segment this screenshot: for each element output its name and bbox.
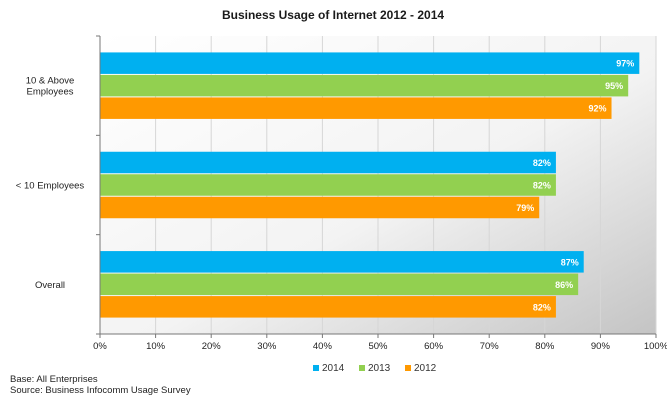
category-label: Overall xyxy=(35,280,65,291)
bar-data-label: 82% xyxy=(533,181,551,191)
bars-group: 97% 95% 92% 82% 82% 79% 87% 86% 82% xyxy=(100,52,640,318)
x-tick-label: 0% xyxy=(93,341,107,352)
axes-group: 0% 10% 20% 30% 40% 50% 60% 70% 80% 90% 100% 10 & Ab… xyxy=(16,35,667,352)
legend-label: 2014 xyxy=(322,363,345,374)
chart-title: Business Usage of Internet 2012 - 2014 xyxy=(222,8,444,22)
bar-2013 xyxy=(100,174,556,196)
x-tick-label: 90% xyxy=(591,341,611,352)
bar-2013 xyxy=(100,273,579,296)
legend-swatch-2014 xyxy=(313,365,319,371)
bar-2012 xyxy=(100,196,540,219)
x-tick-label: 100% xyxy=(644,341,667,352)
legend-label: 2012 xyxy=(414,363,437,374)
bar-data-label: 82% xyxy=(533,302,551,312)
legend-label: 2013 xyxy=(368,363,391,374)
legend: 2014 2013 2012 xyxy=(313,363,437,374)
category-label: 10 & Above Employees xyxy=(26,76,75,98)
footer-base-note: Base: All Enterprises xyxy=(10,374,98,385)
x-tick-label: 20% xyxy=(202,341,222,352)
bar-data-label: 82% xyxy=(533,158,551,168)
legend-swatch-2013 xyxy=(359,365,365,371)
bar-2012 xyxy=(100,296,556,318)
x-tick-label: 30% xyxy=(257,341,277,352)
bar-data-label: 95% xyxy=(605,81,623,91)
bar-2012 xyxy=(100,97,612,119)
x-tick-label: 80% xyxy=(535,341,555,352)
bar-2014 xyxy=(100,151,556,174)
x-tick-label: 70% xyxy=(480,341,500,352)
x-tick-label: 50% xyxy=(368,341,388,352)
bar-data-label: 92% xyxy=(589,104,607,114)
category-label: < 10 Employees xyxy=(16,181,85,192)
legend-swatch-2012 xyxy=(405,365,411,371)
x-tick-label: 40% xyxy=(313,341,333,352)
bar-data-label: 87% xyxy=(561,257,579,267)
bar-2014 xyxy=(100,52,640,74)
bar-data-label: 97% xyxy=(616,59,634,69)
bar-2013 xyxy=(100,74,629,97)
footer-source-note: Source: Business Infocomm Usage Survey xyxy=(10,385,191,396)
bar-data-label: 79% xyxy=(516,203,534,213)
x-tick-label: 60% xyxy=(424,341,444,352)
bar-data-label: 86% xyxy=(555,280,573,290)
bar-2014 xyxy=(100,251,584,273)
x-tick-label: 10% xyxy=(146,341,166,352)
